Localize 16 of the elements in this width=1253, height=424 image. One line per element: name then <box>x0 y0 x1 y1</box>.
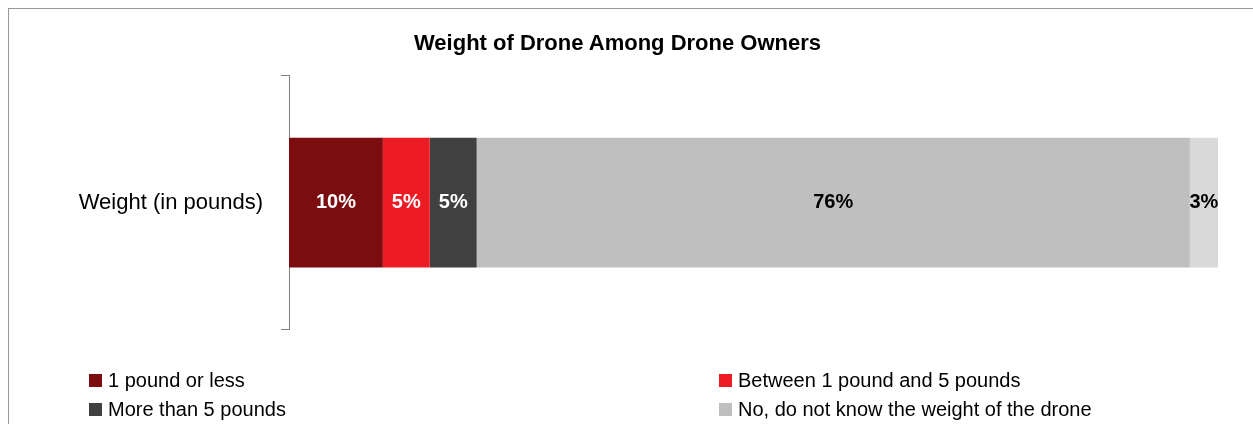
bar <box>289 137 383 268</box>
bar <box>429 137 477 268</box>
bar <box>382 137 430 268</box>
legend-label: No, do not know the weight of the drone <box>738 398 1092 421</box>
legend-label: 1 pound or less <box>108 369 245 392</box>
bar <box>476 137 1190 268</box>
chart-title: Weight of Drone Among Drone Owners <box>413 30 822 56</box>
legend-label: Between 1 pound and 5 pounds <box>738 369 1021 392</box>
bar <box>1189 137 1218 268</box>
data-label: 5% <box>391 190 421 213</box>
data-label: 10% <box>315 190 357 213</box>
y-tick-label: Weight (in pounds) <box>78 188 263 214</box>
data-label: 5% <box>438 190 468 213</box>
legend-label: More than 5 pounds <box>108 398 286 421</box>
data-label: 76% <box>813 190 854 213</box>
data-label: 3% <box>1189 190 1219 213</box>
